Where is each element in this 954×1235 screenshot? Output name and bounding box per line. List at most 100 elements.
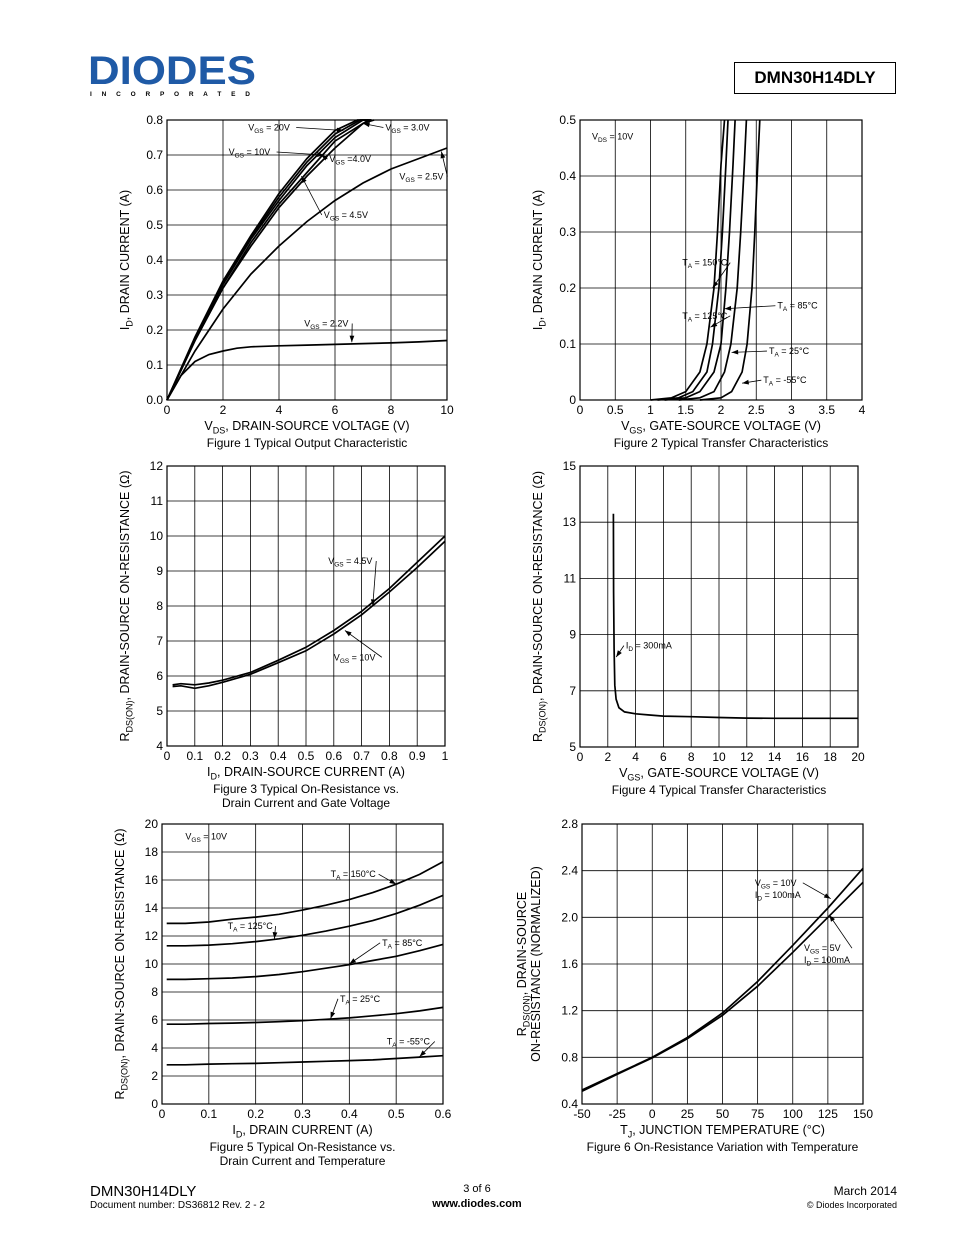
- y-tick-label: 11: [564, 571, 577, 585]
- x-tick-label: 3.5: [818, 403, 835, 417]
- x-tick-label: 0: [649, 1107, 656, 1121]
- y-tick-label: 9: [569, 628, 576, 642]
- annotation-label: VGS = 4.5V: [324, 210, 368, 223]
- annotation-arrowhead: [710, 321, 718, 328]
- x-tick-label: 25: [681, 1107, 695, 1121]
- y-tick-label: 5: [569, 740, 576, 754]
- y-tick-label: 0.2: [146, 323, 163, 337]
- y-tick-label: 7: [569, 684, 576, 698]
- y-tick-label: 0.1: [559, 337, 576, 351]
- x-tick-label: 0.1: [186, 749, 203, 763]
- annotation-label: ID = 300mA: [626, 641, 672, 654]
- x-axis-label: VDS, DRAIN-SOURCE VOLTAGE (V): [204, 419, 409, 436]
- annotation-arrowhead: [301, 176, 307, 183]
- x-tick-label: 16: [796, 750, 810, 764]
- y-axis-label: RDS(ON), DRAIN-SOURCE ON-RESISTANCE (Ω): [113, 829, 130, 1100]
- y-tick-label: 11: [151, 494, 164, 508]
- annotation-leader: [828, 914, 853, 949]
- annotation-label: VGS = 5V: [804, 943, 841, 956]
- annotation-label: VGS = 10V: [755, 878, 797, 891]
- x-tick-label: 6: [332, 403, 339, 417]
- x-tick-label: 0.6: [325, 749, 342, 763]
- footer-website-link[interactable]: www.diodes.com: [432, 1198, 522, 1210]
- diodes-logo: DIODES I N C O R P O R A T E D: [88, 49, 260, 98]
- y-tick-label: 10: [145, 957, 159, 971]
- annotation-leader: [724, 305, 776, 310]
- annotation-label: TA = 125°C: [228, 921, 274, 934]
- x-tick-label: 10: [712, 750, 726, 764]
- annotation-label: TA = 85°C: [777, 301, 818, 314]
- plot-frame: [579, 119, 863, 401]
- annotation-arrowhead: [419, 1050, 426, 1057]
- x-tick-label: 0.8: [381, 749, 398, 763]
- series-line-3: [166, 119, 372, 401]
- y-tick-label: 1.2: [561, 1004, 578, 1018]
- x-tick-label: 0.4: [341, 1107, 358, 1121]
- annotation-label: VGS = 20V: [248, 123, 290, 136]
- x-tick-label: 2: [220, 403, 227, 417]
- x-tick-label: 0.7: [353, 749, 370, 763]
- x-tick-label: 6: [660, 750, 667, 764]
- y-tick-label: 0.0: [146, 393, 163, 407]
- series-line-1: [166, 861, 444, 925]
- plot-frame: [581, 823, 864, 1105]
- annotation-label: TA = 85°C: [382, 938, 423, 951]
- figure-caption: Figure 3 Typical On-Resistance vs.: [213, 782, 399, 796]
- x-tick-label: -50: [573, 1107, 591, 1121]
- y-tick-label: 0.1: [146, 358, 163, 372]
- series-line-2: [166, 894, 444, 947]
- x-tick-label: -25: [608, 1107, 626, 1121]
- y-axis-label: RDS(ON), DRAIN-SOURCE ON-RESISTANCE (Ω): [531, 471, 548, 742]
- footer-copyright: © Diodes Incorporated: [806, 1200, 897, 1210]
- y-tick-label: 8: [156, 599, 163, 613]
- y-tick-label: 0.5: [559, 113, 576, 127]
- annotation-arrowhead: [349, 958, 357, 964]
- logo-graphic: DIODES I N C O R P O R A T E D: [88, 49, 256, 98]
- x-tick-label: 50: [716, 1107, 730, 1121]
- y-tick-label: 6: [151, 1013, 158, 1027]
- figure-caption: Figure 4 Typical Transfer Characteristic…: [612, 783, 827, 797]
- series-line-7: [166, 339, 448, 401]
- annotation-arrowhead: [724, 305, 732, 311]
- y-tick-label: 4: [151, 1041, 158, 1055]
- x-tick-label: 10: [440, 403, 454, 417]
- series-line-1: [612, 513, 858, 720]
- chart-6: -50 -25 0 25 50 75 100 125 150 0.4 0.8 1.2 1.6 2.0 2.4…: [515, 817, 873, 1154]
- y-axis-label: ID, DRAIN CURRENT (A): [531, 190, 548, 330]
- x-tick-label: 1: [647, 403, 654, 417]
- annotation-arrowhead: [823, 893, 831, 899]
- y-axis-label: ON-RESISTANCE (NORMALIZED): [529, 866, 543, 1062]
- annotation-label: ID = 100mA: [755, 890, 801, 903]
- annotation-arrowhead: [272, 932, 278, 939]
- annotation-label: TA = -55°C: [763, 375, 807, 388]
- y-tick-label: 0.5: [146, 218, 163, 232]
- series-line-1: [650, 119, 726, 401]
- y-axis-label-line1: RDS(ON), DRAIN-SOURCE: [515, 892, 532, 1037]
- x-tick-label: 4: [859, 403, 866, 417]
- x-axis-label: VGS, GATE-SOURCE VOLTAGE (V): [621, 419, 821, 436]
- footer-date: March 2014: [833, 1184, 897, 1198]
- annotation-label: VGS = 2.5V: [399, 172, 443, 185]
- series-line-3: [166, 943, 444, 981]
- annotation-label: TA = 150°C: [682, 258, 728, 271]
- series-line-5: [699, 119, 761, 401]
- x-tick-label: 8: [688, 750, 695, 764]
- annotation-label: VGS = 2.2V: [304, 319, 348, 332]
- y-tick-label: 5: [156, 704, 163, 718]
- x-tick-label: 1.5: [677, 403, 694, 417]
- x-axis-label: TJ, JUNCTION TEMPERATURE (°C): [620, 1123, 825, 1140]
- x-tick-label: 0.5: [298, 749, 315, 763]
- footer-page-number: 3 of 6: [463, 1183, 491, 1195]
- footer-part-number: DMN30H14DLY: [90, 1183, 197, 1200]
- x-tick-label: 0.5: [607, 403, 624, 417]
- x-tick-label: 75: [751, 1107, 765, 1121]
- annotation-arrowhead: [616, 650, 622, 658]
- y-tick-label: 9: [156, 564, 163, 578]
- y-tick-label: 0.7: [146, 148, 163, 162]
- annotation-leader: [344, 630, 383, 658]
- annotation-arrowhead: [336, 127, 344, 133]
- y-tick-label: 0.4: [146, 253, 163, 267]
- y-tick-label: 20: [145, 817, 159, 831]
- y-tick-label: 16: [145, 873, 159, 887]
